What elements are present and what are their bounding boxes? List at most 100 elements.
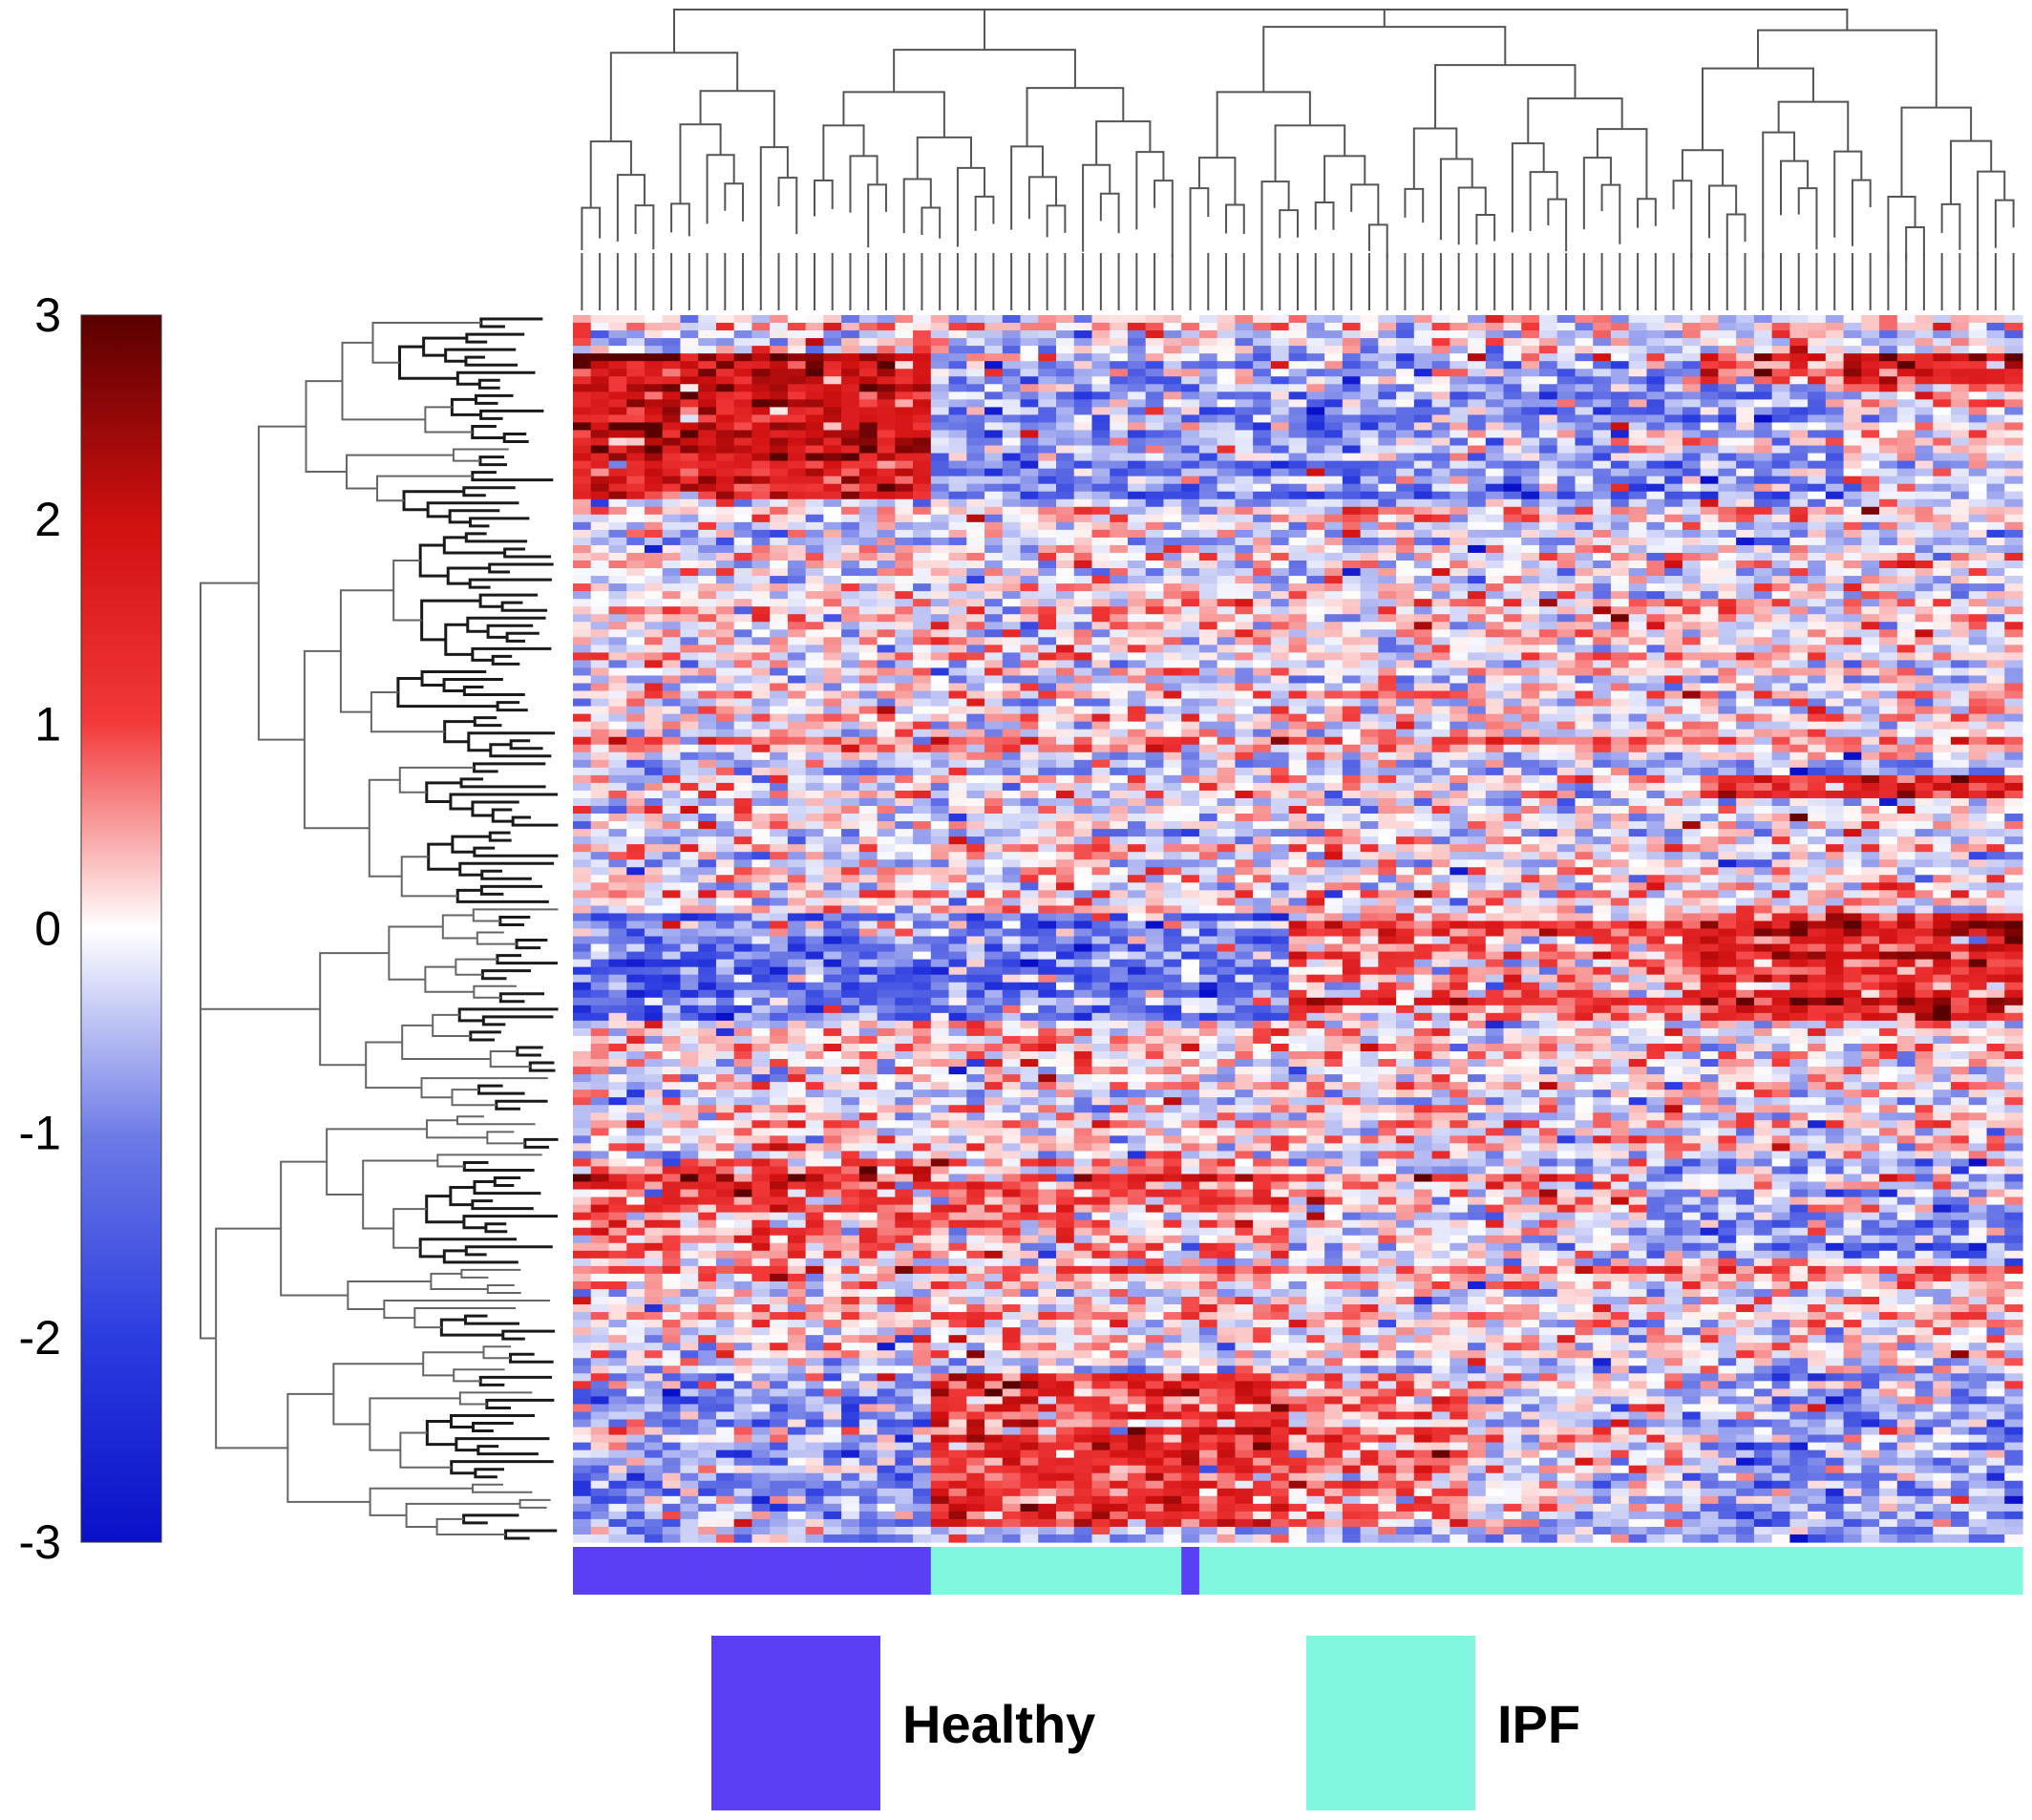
heatmap-cell (877, 744, 896, 753)
heatmap-cell (573, 576, 592, 584)
heatmap-cell (590, 698, 610, 708)
heatmap-cell (1127, 392, 1147, 400)
heatmap-cell (1915, 330, 1934, 339)
heatmap-cell (1718, 645, 1737, 653)
heatmap-cell (1413, 667, 1433, 677)
heatmap-cell (1253, 629, 1272, 638)
heatmap-cell (1145, 599, 1165, 607)
heatmap-cell (770, 460, 789, 470)
heatmap-cell (858, 414, 878, 424)
heatmap-cell (1485, 491, 1505, 500)
heatmap-cell (733, 690, 753, 700)
heatmap-cell (841, 392, 860, 400)
heatmap-cell (1771, 460, 1790, 470)
heatmap-cell (1503, 346, 1522, 354)
heatmap-cell (1825, 376, 1845, 385)
heatmap-cell (1933, 568, 1952, 577)
heatmap-cell (1324, 407, 1344, 416)
heatmap-cell (1843, 369, 1862, 377)
heatmap-cell (1342, 483, 1362, 493)
heatmap-cell (1145, 514, 1165, 523)
heatmap-cell (1163, 599, 1182, 607)
heatmap-cell (1002, 736, 1022, 746)
heatmap-cell (858, 744, 878, 753)
heatmap-cell (1843, 445, 1862, 455)
heatmap-cell (1682, 622, 1702, 630)
heatmap-cell (948, 568, 967, 577)
heatmap-cell (1933, 399, 1952, 408)
heatmap-cell (1682, 568, 1702, 577)
heatmap-cell (1342, 706, 1362, 715)
heatmap-cell (1968, 706, 1988, 715)
heatmap-cell (1753, 599, 1773, 607)
heatmap-cell (1915, 414, 1934, 424)
heatmap-cell (1789, 346, 1809, 354)
heatmap-cell (1270, 599, 1290, 607)
heatmap-cell (1163, 407, 1182, 416)
heatmap-cell (1145, 476, 1165, 485)
heatmap-cell (1020, 476, 1039, 485)
heatmap-cell (1020, 491, 1039, 500)
heatmap-cell (644, 568, 664, 577)
heatmap-cell (751, 629, 771, 638)
heatmap-cell (1217, 453, 1237, 462)
heatmap-cell (1628, 430, 1648, 439)
heatmap-cell (733, 323, 753, 331)
heatmap-cell (805, 544, 824, 554)
heatmap-cell (2004, 346, 2023, 354)
heatmap-cell (913, 323, 932, 331)
heatmap-cell (1879, 744, 1898, 753)
heatmap-cell (1986, 392, 2005, 400)
heatmap-cell (1825, 422, 1845, 432)
heatmap-cell (698, 622, 717, 630)
heatmap-cell (1235, 645, 1254, 653)
heatmap-cell (1664, 476, 1683, 485)
heatmap-cell (608, 614, 627, 623)
heatmap-cell (1110, 561, 1129, 569)
heatmap-cell (1396, 361, 1415, 370)
heatmap-cell (1825, 698, 1845, 708)
heatmap-cell (877, 468, 896, 477)
heatmap-cell (930, 498, 950, 508)
heatmap-cell (1808, 369, 1827, 377)
heatmap-cell (1110, 506, 1129, 516)
heatmap-cell (1127, 751, 1147, 761)
heatmap-cell (1646, 453, 1665, 462)
heatmap-cell (1073, 706, 1093, 715)
heatmap-cell (1253, 315, 1272, 324)
heatmap-cell (895, 521, 914, 531)
heatmap-cell (913, 392, 932, 400)
heatmap-cell (823, 667, 842, 677)
heatmap-cell (1288, 369, 1307, 377)
heatmap-cell (751, 529, 771, 539)
heatmap-cell (1521, 706, 1540, 715)
heatmap-cell (1253, 645, 1272, 653)
heatmap-cell (1360, 491, 1379, 500)
heatmap-cell (1646, 568, 1665, 577)
heatmap-cell (573, 330, 592, 339)
heatmap-cell (1861, 744, 1880, 753)
heatmap-cell (1306, 675, 1325, 685)
heatmap-cell (1879, 683, 1898, 692)
heatmap-cell (1771, 445, 1790, 455)
heatmap-cell (1002, 437, 1022, 447)
heatmap-cell (1986, 637, 2005, 645)
heatmap-cell (1664, 483, 1683, 493)
row-dendrogram-branch (459, 777, 546, 789)
heatmap-cell (698, 369, 717, 377)
heatmap-cell (1915, 622, 1934, 630)
heatmap-cell (1413, 407, 1433, 416)
heatmap-cell (662, 751, 682, 761)
heatmap-cell (1056, 660, 1075, 669)
heatmap-cell (877, 506, 896, 516)
heatmap-cell (1700, 652, 1720, 662)
heatmap-cell (662, 660, 682, 669)
heatmap-cell (626, 476, 646, 485)
heatmap-cell (1270, 529, 1290, 539)
heatmap-cell (1879, 637, 1898, 645)
heatmap-cell (1968, 323, 1988, 331)
heatmap-cell (1288, 460, 1307, 470)
heatmap-cell (787, 544, 807, 554)
heatmap-cell (1253, 376, 1272, 385)
heatmap-cell (1771, 629, 1790, 638)
